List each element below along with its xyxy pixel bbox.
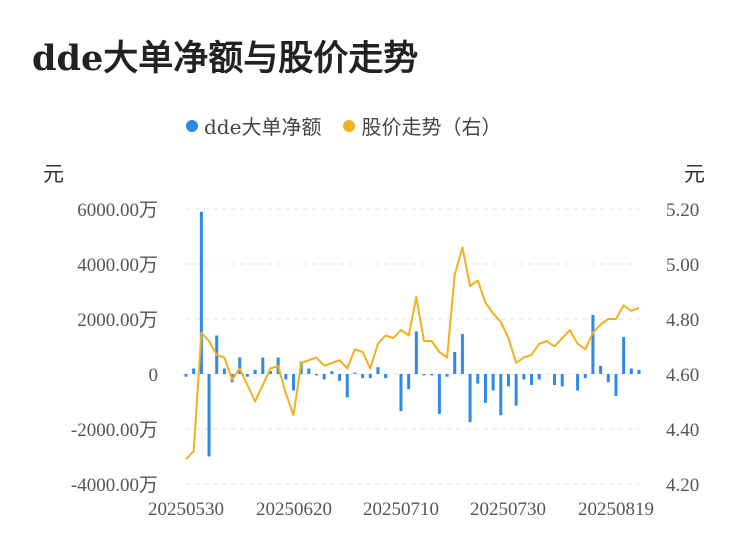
legend-label-dde: dde大单净额 — [204, 115, 322, 139]
bar — [376, 367, 380, 374]
bar — [560, 374, 564, 387]
legend-item-price[interactable]: 股价走势（右） — [343, 111, 501, 140]
bar — [445, 374, 449, 377]
bar — [407, 374, 411, 390]
bar — [591, 314, 595, 374]
bar — [199, 211, 203, 374]
legend-item-dde[interactable]: dde大单净额 — [186, 111, 321, 140]
legend: dde大单净额 股价走势（右） — [186, 111, 501, 140]
bar — [499, 374, 503, 416]
bar — [353, 372, 357, 374]
bar — [361, 374, 365, 379]
bar — [460, 334, 464, 374]
y-right-tick-label: 4.80 — [666, 310, 699, 331]
bar — [330, 371, 334, 374]
bar — [514, 374, 518, 406]
legend-marker-price — [343, 119, 356, 132]
bar — [307, 368, 311, 374]
bar — [284, 374, 288, 380]
bar — [599, 365, 603, 374]
bar — [468, 374, 472, 423]
x-tick-label: 20250730 — [470, 499, 546, 520]
bar — [399, 374, 403, 412]
y-right-tick-label: 5.20 — [666, 200, 699, 221]
y-left-tick-label: 2000.00万 — [77, 310, 158, 331]
bar — [315, 374, 319, 376]
bar — [222, 368, 226, 374]
legend-label-price: 股价走势（右） — [361, 115, 502, 139]
legend-marker-dde — [186, 119, 198, 132]
bar — [345, 374, 349, 398]
bar — [622, 336, 626, 374]
x-tick-label: 20250819 — [578, 499, 654, 520]
bar — [576, 374, 580, 391]
bar — [238, 357, 242, 374]
right-axis-unit: 元 — [684, 162, 705, 186]
x-tick-label: 20250620 — [256, 499, 332, 520]
bar — [184, 374, 188, 377]
y-left-tick-label: -2000.00万 — [71, 420, 158, 441]
bar — [614, 374, 618, 396]
y-right-tick-label: 5.00 — [666, 255, 699, 276]
bar — [637, 369, 641, 374]
x-tick-label: 20250710 — [363, 499, 439, 520]
bar — [422, 374, 426, 376]
bar — [384, 374, 388, 379]
bar — [453, 352, 457, 374]
bar — [414, 331, 418, 374]
y-right-tick-label: 4.40 — [666, 420, 699, 441]
x-tick-label: 20250530 — [148, 499, 224, 520]
bar — [368, 374, 372, 379]
bar — [491, 374, 495, 391]
bar — [291, 374, 295, 391]
y-left-tick-label: 0 — [149, 365, 159, 386]
y-right-tick-label: 4.60 — [666, 365, 699, 386]
bar — [606, 374, 610, 383]
y-left-tick-label: -4000.00万 — [71, 475, 158, 496]
y-left-tick-label: 6000.00万 — [77, 200, 158, 221]
price-line — [185, 246, 640, 460]
bar — [322, 374, 326, 380]
chart-title: dde大单净额与股价走势 — [32, 38, 419, 79]
bar — [261, 357, 265, 374]
left-axis-unit: 元 — [43, 162, 64, 186]
bar — [207, 374, 211, 457]
bar — [506, 374, 510, 387]
bar — [253, 369, 257, 374]
bar — [338, 374, 342, 381]
bar — [268, 371, 272, 374]
bar — [483, 374, 487, 403]
bar — [245, 374, 249, 377]
bar — [537, 374, 541, 380]
bar — [629, 368, 633, 374]
bar — [430, 374, 434, 376]
bar — [583, 374, 587, 379]
y-left-tick-label: 4000.00万 — [77, 255, 158, 276]
bar — [192, 368, 196, 374]
bar — [437, 374, 441, 414]
bar — [476, 374, 480, 384]
y-right-tick-label: 4.20 — [666, 475, 699, 496]
bar — [522, 374, 526, 380]
bar — [553, 374, 557, 385]
bar — [530, 374, 534, 385]
